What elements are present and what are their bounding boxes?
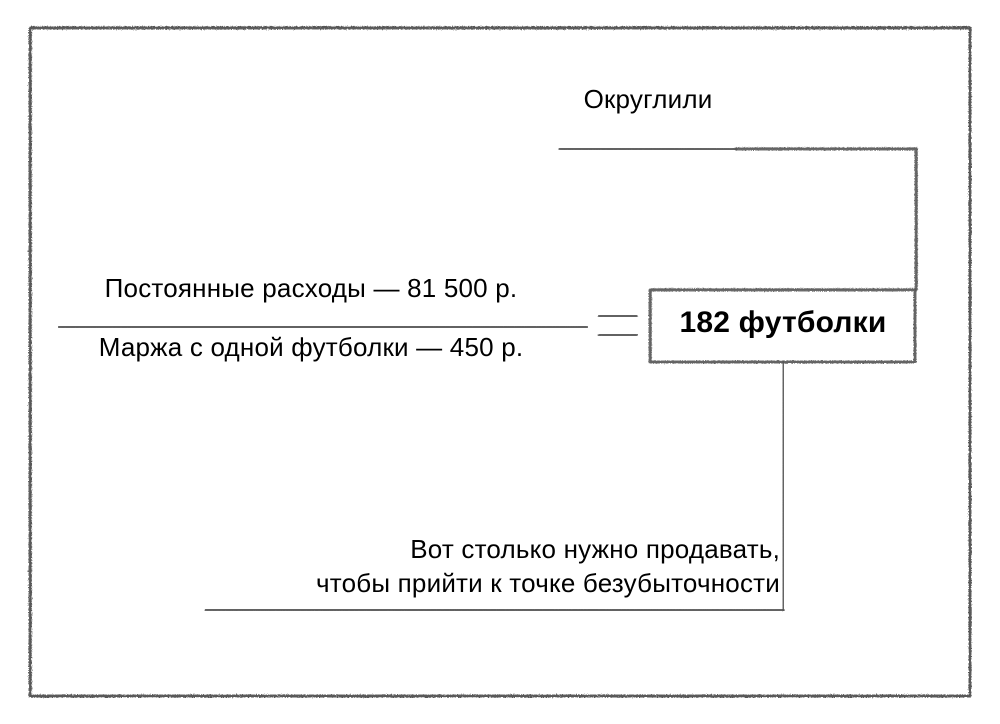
fraction-denominator: Маржа с одной футболки — 450 р. xyxy=(99,332,524,363)
fraction-numerator: Постоянные расходы — 81 500 р. xyxy=(105,273,518,304)
annotation-bottom-line2: чтобы прийти к точке безубыточности xyxy=(316,568,780,599)
top-connector-underline xyxy=(560,149,736,150)
annotation-bottom-line1: Вот столько нужно продавать, xyxy=(410,534,780,565)
equals-top xyxy=(600,316,636,317)
bottom-connector-underline xyxy=(206,610,783,611)
result-label: 182 футболки xyxy=(679,306,886,340)
diagram-stage: Округлили Постоянные расходы — 81 500 р.… xyxy=(0,0,1000,724)
annotation-top-label: Округлили xyxy=(584,84,713,115)
bottom-connector-vertical xyxy=(783,361,784,610)
equals-bottom xyxy=(600,335,636,336)
fraction-bar xyxy=(60,327,586,328)
top-connector-elbow xyxy=(736,148,917,290)
